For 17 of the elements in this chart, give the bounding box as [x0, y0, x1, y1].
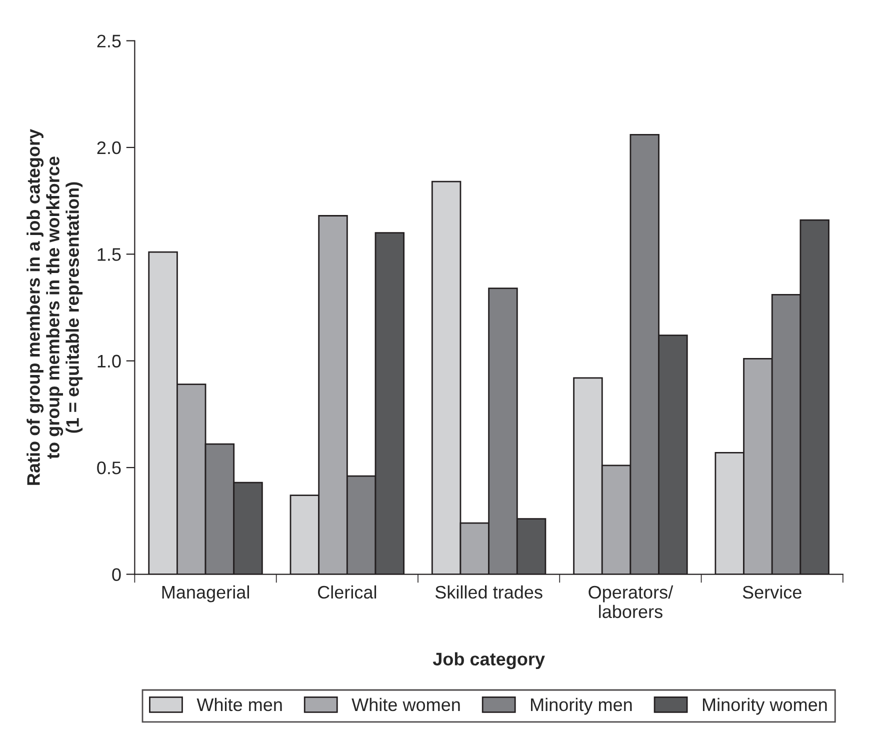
- y-tick-label: 1.0: [98, 354, 121, 368]
- y-tick-label: 0: [112, 568, 121, 581]
- x-axis-title: Job category: [432, 652, 545, 670]
- y-tick-label: 0.5: [97, 462, 121, 474]
- legend-label: Minority men: [531, 698, 632, 715]
- y-axis-title: Ratio of group members in a job category to group members in the workforce (1 = equitable representation): [26, 129, 83, 485]
- legend-label: Minority women: [702, 698, 827, 715]
- legend-label: White men: [196, 698, 282, 712]
- x-tick-label: Service: [742, 585, 802, 599]
- y-tick-label: 1.5: [98, 248, 121, 261]
- x-tick-label: Skilled trades: [435, 585, 542, 599]
- y-tick-label: 2.0: [97, 141, 121, 154]
- x-tick-label: Operators/ laborers: [588, 585, 674, 618]
- x-tick-label: Clerical: [318, 585, 376, 599]
- y-tick-label: 2.5: [97, 34, 121, 48]
- x-tick-label: Managerial: [162, 585, 249, 602]
- legend-label: White women: [352, 698, 460, 712]
